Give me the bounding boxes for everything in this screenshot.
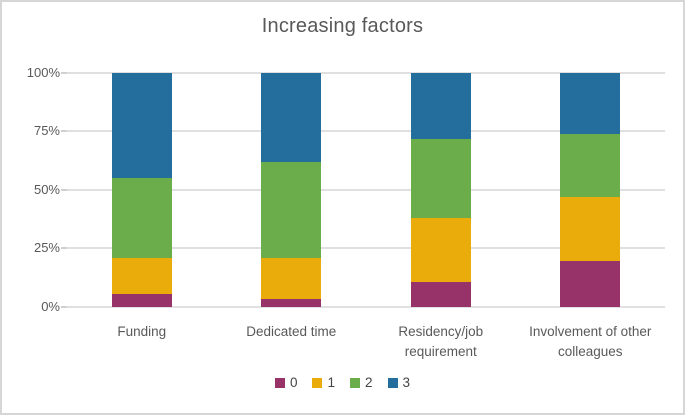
legend: 0 1 2 3 (2, 375, 683, 390)
legend-item-2: 2 (350, 375, 373, 390)
bar-segment-series-0 (560, 261, 621, 307)
bar-segment-series-0 (410, 282, 471, 307)
axis-tick (61, 130, 67, 132)
x-axis-labels: Funding Dedicated time Residency/job requi… (67, 322, 665, 366)
legend-swatch-icon (350, 377, 360, 388)
legend-item-0: 0 (274, 375, 298, 390)
legend-swatch-icon (387, 377, 398, 388)
gridline-25 (67, 247, 665, 249)
axis-tick (61, 72, 67, 74)
bar-segment-series-1 (410, 218, 471, 283)
stacked-bar-4 (560, 73, 621, 307)
axis-tick (61, 189, 67, 191)
bar-segment-series-1 (261, 257, 322, 299)
axis-tick (61, 306, 67, 308)
legend-item-1: 1 (312, 375, 335, 390)
bar-segment-series-0 (261, 298, 322, 307)
bar-segment-series-2 (261, 161, 322, 258)
gridline-75 (67, 130, 665, 132)
stacked-bar-2 (261, 73, 322, 307)
gridline-0 (67, 306, 665, 308)
y-axis-tick-label-25: 25% (33, 240, 60, 255)
legend-label: 3 (402, 375, 411, 390)
bar-segment-series-1 (111, 257, 172, 295)
x-axis-category-label: Dedicated time (246, 324, 337, 339)
gridline-100 (67, 72, 665, 74)
y-axis-tick-label-75: 75% (33, 123, 60, 138)
legend-swatch-icon (312, 377, 323, 388)
stacked-bar-3 (410, 73, 471, 307)
bar-segment-series-3 (410, 73, 471, 139)
legend-item-3: 3 (387, 375, 411, 390)
gridline-50 (67, 189, 665, 191)
bar-segment-series-3 (560, 73, 621, 134)
bar-segment-series-3 (261, 73, 322, 162)
legend-label: 1 (327, 375, 335, 390)
stacked-bar-1 (111, 73, 172, 307)
y-axis-tick-label-0: 0% (41, 299, 60, 314)
bar-segment-series-2 (111, 178, 172, 258)
legend-label: 2 (365, 375, 373, 390)
legend-label: 0 (289, 375, 298, 390)
y-axis-tick-label-50: 50% (33, 182, 60, 197)
bar-segment-series-2 (560, 133, 621, 198)
axis-tick (61, 247, 67, 249)
bar-segment-series-2 (410, 138, 471, 219)
y-axis-tick-label-100: 100% (26, 65, 60, 80)
chart-title: Increasing factors (261, 15, 424, 37)
bar-segment-series-1 (560, 197, 621, 262)
plot-area (61, 72, 665, 308)
x-axis-category-label: Involvement of other colleagues (529, 324, 652, 359)
x-axis-category-label: Funding (117, 324, 167, 339)
x-axis-category-label: Residency/job requirement (398, 324, 484, 359)
legend-swatch-icon (274, 377, 285, 388)
bar-segment-series-0 (111, 294, 172, 307)
bar-segment-series-3 (111, 73, 172, 179)
